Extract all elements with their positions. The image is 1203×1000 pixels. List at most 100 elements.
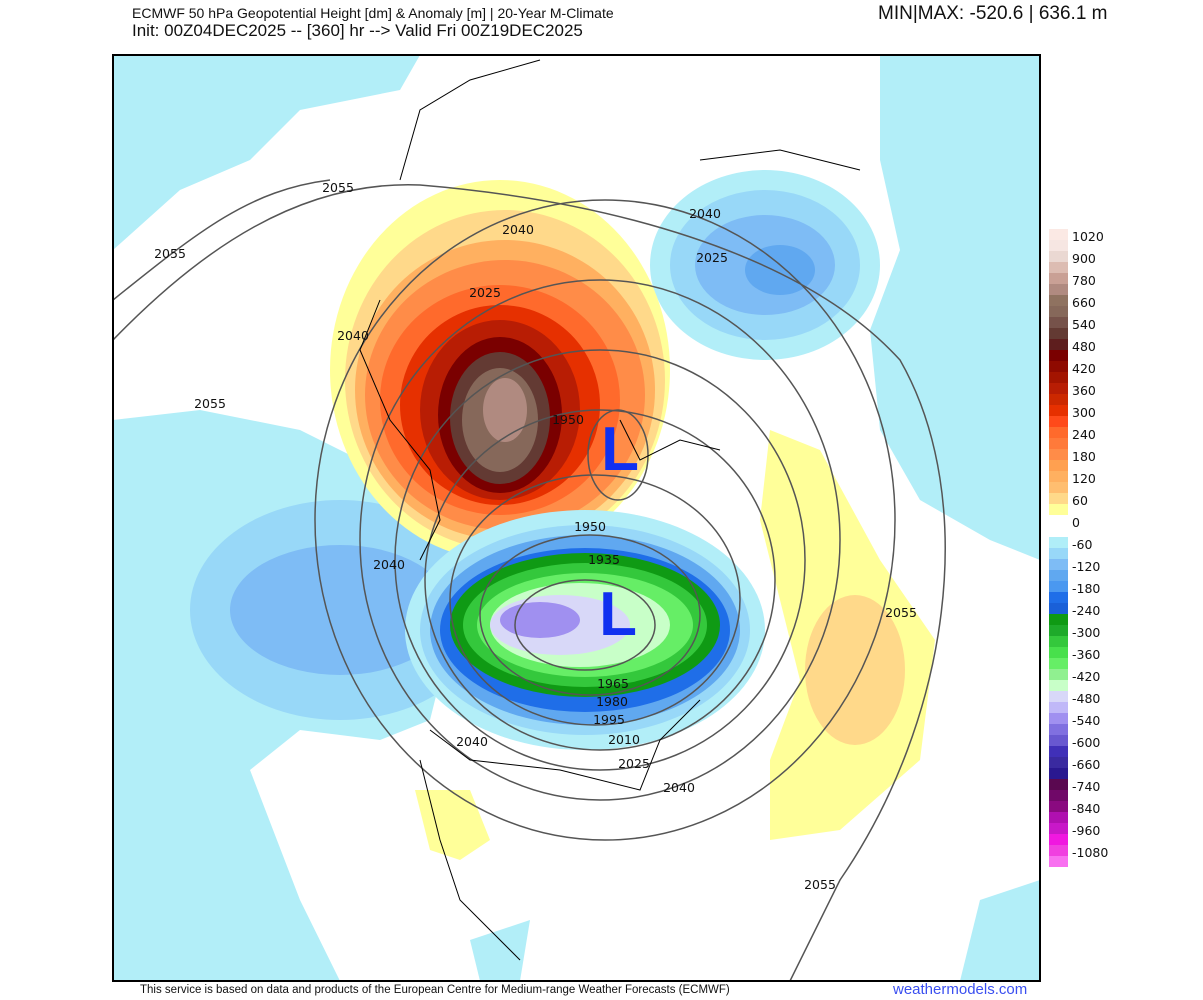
anomaly-area-cyan-ne <box>870 55 1040 560</box>
colorbar-swatch <box>1049 691 1068 702</box>
colorbar-swatch <box>1049 383 1068 394</box>
colorbar-swatch <box>1049 416 1068 427</box>
map-frame <box>112 54 1041 982</box>
contour-label: 2040 <box>337 328 369 343</box>
warm-anomaly <box>330 180 670 560</box>
colorbar-swatch <box>1049 713 1068 724</box>
contour-label: 2025 <box>469 285 501 300</box>
colorbar-label: 900 <box>1072 251 1096 266</box>
colorbar-label: -60 <box>1072 537 1093 552</box>
colorbar-swatch <box>1049 647 1068 658</box>
colorbar-swatch <box>1049 856 1068 867</box>
colorbar-label: 240 <box>1072 427 1096 442</box>
contour-label: 2040 <box>663 780 695 795</box>
contour-label: 2055 <box>194 396 226 411</box>
contour-label: 2055 <box>885 605 917 620</box>
colorbar-label: 540 <box>1072 317 1096 332</box>
contour-label: 2040 <box>502 222 534 237</box>
colorbar-label: 0 <box>1072 515 1080 530</box>
colorbar-swatch <box>1049 361 1068 372</box>
colorbar-swatch <box>1049 757 1068 768</box>
low-center-label: L <box>599 580 637 649</box>
colorbar-swatch <box>1049 812 1068 823</box>
colorbar-swatch <box>1049 229 1068 240</box>
colorbar-swatch <box>1049 405 1068 416</box>
colorbar-label: 780 <box>1072 273 1096 288</box>
colorbar-swatch <box>1049 460 1068 471</box>
colorbar-swatch <box>1049 317 1068 328</box>
colorbar-label: 420 <box>1072 361 1096 376</box>
anomaly-area-atlantic-orange <box>805 595 905 745</box>
low-center-label: L <box>601 415 639 484</box>
colorbar-swatch <box>1049 680 1068 691</box>
colorbar-label: -540 <box>1072 713 1101 728</box>
colorbar-swatch <box>1049 559 1068 570</box>
contour-label: 2010 <box>608 732 640 747</box>
colorbar-swatch <box>1049 493 1068 504</box>
colorbar-label: -240 <box>1072 603 1101 618</box>
chart-title: ECMWF 50 hPa Geopotential Height [dm] & … <box>132 5 614 21</box>
colorbar-label: 180 <box>1072 449 1096 464</box>
colorbar-swatch <box>1049 724 1068 735</box>
anomaly-area-cyan-nw <box>113 55 420 250</box>
colorbar-label: -600 <box>1072 735 1101 750</box>
colorbar-label: -120 <box>1072 559 1101 574</box>
colorbar-label: 660 <box>1072 295 1096 310</box>
colorbar-swatch <box>1049 768 1068 779</box>
cold-anomaly <box>405 510 765 750</box>
contour-label: 1995 <box>593 712 625 727</box>
colorbar-label: -300 <box>1072 625 1101 640</box>
colorbar-swatch <box>1049 790 1068 801</box>
data-credit: This service is based on data and produc… <box>140 984 730 996</box>
contour-label: 2040 <box>689 206 721 221</box>
colorbar-swatch <box>1049 262 1068 273</box>
contour-label: 1980 <box>596 694 628 709</box>
colorbar-swatch <box>1049 306 1068 317</box>
colorbar-swatch <box>1049 339 1068 350</box>
colorbar-swatch <box>1049 427 1068 438</box>
colorbar-swatch <box>1049 537 1068 548</box>
contour-label: 2040 <box>373 557 405 572</box>
colorbar-swatch <box>1049 372 1068 383</box>
colorbar-label: -420 <box>1072 669 1101 684</box>
colorbar-label: -360 <box>1072 647 1101 662</box>
contour-label: 2040 <box>456 734 488 749</box>
colorbar-swatch <box>1049 614 1068 625</box>
brand-link[interactable]: weathermodels.com <box>893 981 1028 998</box>
colorbar-label: 1020 <box>1072 229 1104 244</box>
colorbar-swatch <box>1049 273 1068 284</box>
colorbar-label: -1080 <box>1072 845 1109 860</box>
colorbar-swatch <box>1049 823 1068 834</box>
colorbar-swatch <box>1049 735 1068 746</box>
colorbar-label: -740 <box>1072 779 1101 794</box>
coastlines <box>359 59 861 961</box>
colorbar-swatch <box>1049 581 1068 592</box>
colorbar-label: -180 <box>1072 581 1101 596</box>
colorbar-swatch <box>1049 526 1068 537</box>
contour-label: 2055 <box>322 180 354 195</box>
contour-label: 1950 <box>574 519 606 534</box>
colorbar-swatch <box>1049 284 1068 295</box>
colorbar-swatch <box>1049 746 1068 757</box>
colorbar-swatch <box>1049 834 1068 845</box>
contour-label: 1965 <box>597 676 629 691</box>
colorbar-label: 60 <box>1072 493 1088 508</box>
colorbar-swatch <box>1049 504 1068 515</box>
colorbar-swatch <box>1049 295 1068 306</box>
contour-label: 1935 <box>588 552 620 567</box>
colorbar-swatch <box>1049 350 1068 361</box>
colorbar-swatch <box>1049 801 1068 812</box>
anomaly-area-us-yellow <box>415 790 490 860</box>
colorbar-label: -960 <box>1072 823 1101 838</box>
colorbar-swatch <box>1049 328 1068 339</box>
colorbar-label: -840 <box>1072 801 1101 816</box>
colorbar-swatch <box>1049 603 1068 614</box>
colorbar-swatch <box>1049 251 1068 262</box>
colorbar-swatch <box>1049 471 1068 482</box>
colorbar-label: -660 <box>1072 757 1101 772</box>
contour-label: 2055 <box>804 877 836 892</box>
colorbar-swatch <box>1049 394 1068 405</box>
colorbar-swatch <box>1049 240 1068 251</box>
colorbar-swatch <box>1049 702 1068 713</box>
